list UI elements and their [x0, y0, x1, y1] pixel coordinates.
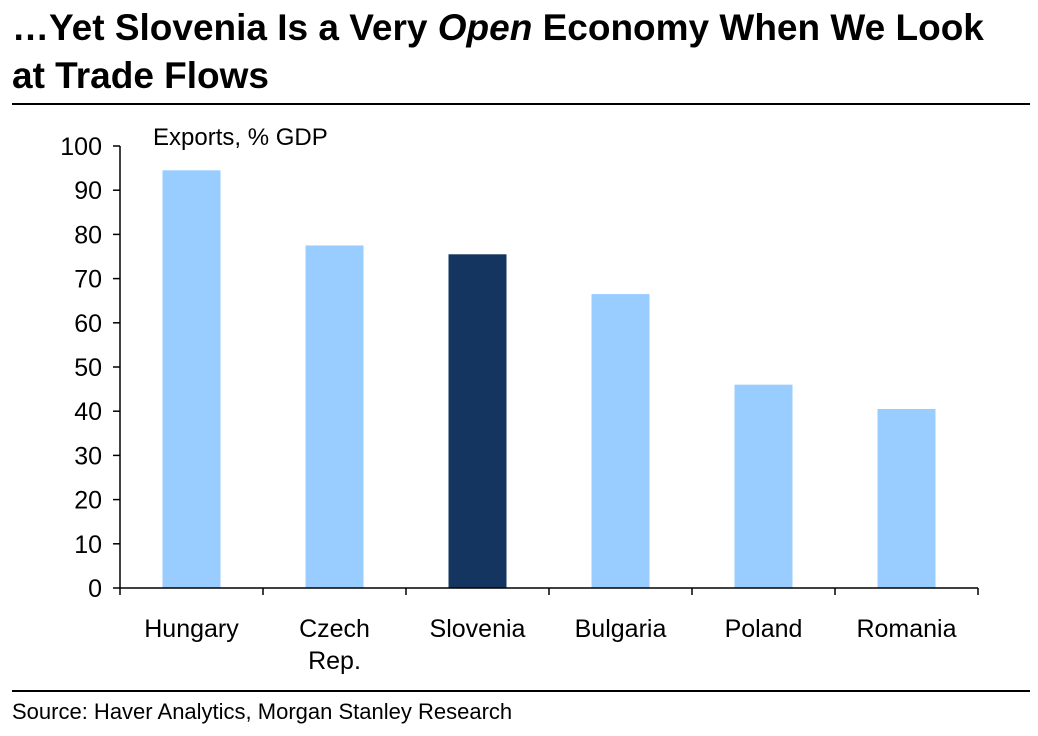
x-category-label: Slovenia	[430, 615, 526, 643]
y-tick-label: 30	[74, 442, 102, 470]
title-emphasis: Open	[437, 7, 533, 48]
x-category-label: Bulgaria	[575, 615, 667, 643]
y-tick-label: 20	[74, 487, 102, 515]
bar-poland	[734, 384, 793, 588]
bar-chart: Exports, % GDP 0 10 20 30 40 50 60 70 80 90 100 Hu…	[60, 124, 979, 675]
title-text-before: …Yet Slovenia Is a Very	[12, 7, 438, 48]
y-axis-title: Exports, % GDP	[153, 124, 328, 151]
chart-title: …Yet Slovenia Is a Very Open Economy Whe…	[12, 4, 1022, 100]
x-category-label: Poland	[725, 615, 803, 643]
y-tick-label: 70	[74, 266, 102, 294]
title-rule	[12, 103, 1030, 105]
y-tick-label: 10	[74, 531, 102, 559]
y-tick-label: 80	[74, 221, 102, 249]
bar-bulgaria	[591, 294, 650, 588]
source-rule	[12, 690, 1030, 692]
y-tick-label: 50	[74, 354, 102, 382]
y-tick-label: 40	[74, 398, 102, 426]
bar-hungary	[162, 170, 221, 588]
x-category-label: Romania	[856, 615, 956, 643]
bar-czech-rep	[305, 245, 364, 588]
y-tick-label: 0	[88, 575, 102, 603]
bars	[162, 170, 936, 589]
y-tick-label: 90	[74, 177, 102, 205]
y-tick-label: 100	[60, 133, 102, 161]
x-axis: Hungary Czech Rep. Slovenia Bulgaria Poland Ro…	[119, 587, 979, 675]
y-tick-label: 60	[74, 310, 102, 338]
bar-slovenia	[448, 254, 507, 589]
x-category-label: Czech Rep.	[299, 615, 370, 675]
x-category-label: Hungary	[144, 615, 239, 643]
y-axis: 0 10 20 30 40 50 60 70 80 90 100	[60, 133, 121, 603]
title-text-after: Economy When We Look at Trade Flows	[12, 7, 984, 96]
bar-romania	[877, 408, 936, 588]
source-note: Source: Haver Analytics, Morgan Stanley …	[12, 699, 513, 724]
